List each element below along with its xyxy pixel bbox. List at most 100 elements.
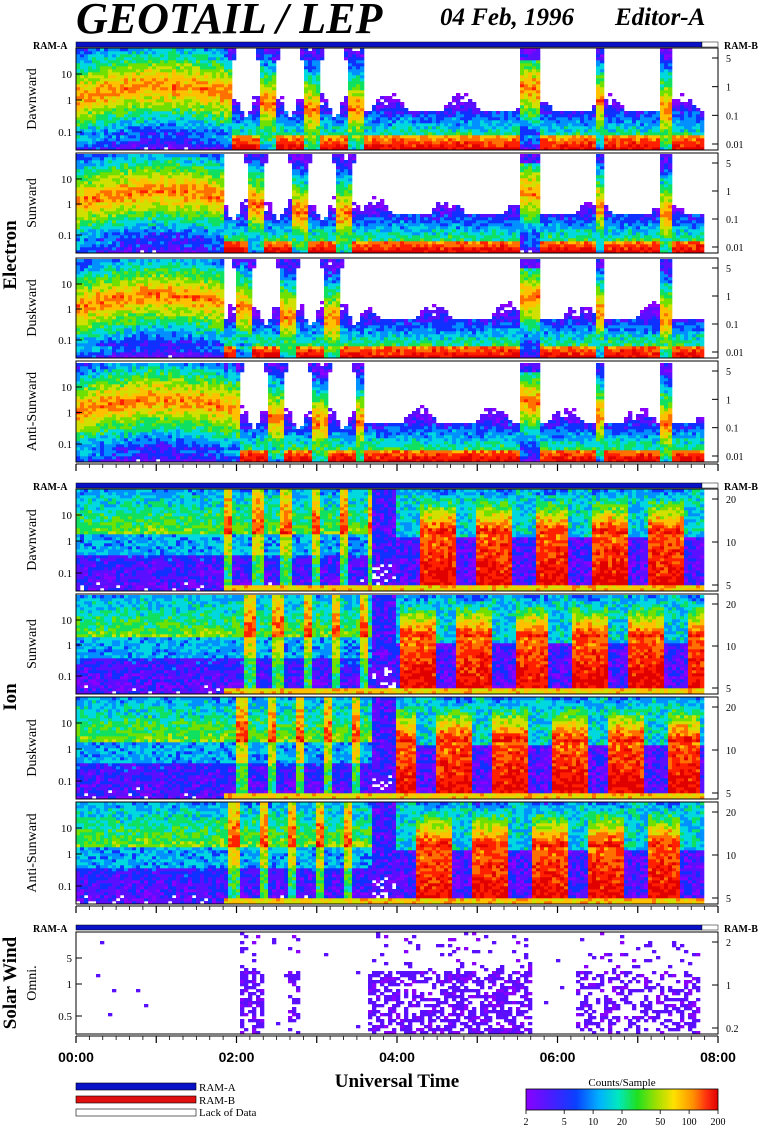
spectrogram-cell <box>216 138 220 141</box>
spectrogram-cell <box>80 66 84 69</box>
spectrogram-cell <box>424 129 428 132</box>
spectrogram-cell <box>644 123 648 126</box>
spectrogram-cell <box>156 84 160 87</box>
spectrogram-cell <box>172 217 176 220</box>
spectrogram-cell <box>304 93 308 96</box>
spectrogram-cell <box>612 129 616 132</box>
spectrogram-cell <box>472 120 476 123</box>
spectrogram-cell <box>148 169 152 172</box>
spectrogram-cell <box>360 111 364 114</box>
spectrogram-cell <box>452 96 456 99</box>
spectrogram-cell <box>564 120 568 123</box>
spectrogram-cell <box>168 93 172 96</box>
spectrogram-cell <box>84 75 88 78</box>
spectrogram-cell <box>124 247 128 250</box>
spectrogram-cell <box>100 66 104 69</box>
spectrogram-cell <box>160 96 164 99</box>
spectrogram-cell <box>200 57 204 60</box>
spectrogram-cell <box>172 157 176 160</box>
spectrogram-cell <box>544 114 548 117</box>
spectrogram-cell <box>76 205 80 208</box>
spectrogram-cell <box>148 96 152 99</box>
spectrogram-cell <box>280 105 284 108</box>
spectrogram-cell <box>172 138 176 141</box>
spectrogram-cell <box>172 75 176 78</box>
spectrogram-cell <box>128 51 132 54</box>
spectrogram-cell <box>140 57 144 60</box>
spectrogram-cell <box>516 108 520 111</box>
spectrogram-cell <box>356 117 360 120</box>
spectrogram-cell <box>124 160 128 163</box>
spectrogram-cell <box>196 93 200 96</box>
spectrogram-cell <box>136 69 140 72</box>
spectrogram-cell <box>536 144 540 147</box>
spectrogram-cell <box>156 87 160 90</box>
spectrogram-cell <box>468 123 472 126</box>
spectrogram-cell <box>168 144 172 147</box>
spectrogram-cell <box>200 87 204 90</box>
spectrogram-cell <box>128 223 132 226</box>
spectrogram-cell <box>172 111 176 114</box>
spectrogram-cell <box>556 126 560 129</box>
spectrogram-cell <box>112 178 116 181</box>
spectrogram-cell <box>352 90 356 93</box>
spectrogram-cell <box>116 208 120 211</box>
spectrogram-cell <box>128 211 132 214</box>
spectrogram-cell <box>184 181 188 184</box>
spectrogram-cell <box>412 123 416 126</box>
spectrogram-cell <box>460 105 464 108</box>
spectrogram-cell <box>372 138 376 141</box>
spectrogram-cell <box>520 105 524 108</box>
spectrogram-cell <box>200 51 204 54</box>
spectrogram-cell <box>428 141 432 144</box>
spectrogram-cell <box>636 126 640 129</box>
spectrogram-cell <box>216 69 220 72</box>
spectrogram-cell <box>620 105 624 108</box>
spectrogram-cell <box>112 196 116 199</box>
spectrogram-cell <box>680 117 684 120</box>
spectrogram-cell <box>596 99 600 102</box>
spectrogram-cell <box>164 175 168 178</box>
spectrogram-cell <box>596 87 600 90</box>
spectrogram-cell <box>200 108 204 111</box>
spectrogram-cell <box>160 117 164 120</box>
spectrogram-cell <box>660 141 664 144</box>
spectrogram-cell <box>188 135 192 138</box>
spectrogram-cell <box>128 57 132 60</box>
spectrogram-cell <box>100 123 104 126</box>
spectrogram-cell <box>540 108 544 111</box>
spectrogram-cell <box>108 178 112 181</box>
spectrogram-cell <box>600 132 604 135</box>
spectrogram-cell <box>84 184 88 187</box>
spectrogram-cell <box>168 163 172 166</box>
spectrogram-cell <box>84 172 88 175</box>
spectrogram-cell <box>364 144 368 147</box>
spectrogram-cell <box>256 51 260 54</box>
spectrogram-cell <box>140 181 144 184</box>
spectrogram-cell <box>148 247 152 250</box>
spectrogram-cell <box>584 126 588 129</box>
spectrogram-cell <box>604 120 608 123</box>
spectrogram-cell <box>660 120 664 123</box>
spectrogram-cell <box>372 141 376 144</box>
spectrogram-cell <box>348 69 352 72</box>
spectrogram-cell <box>384 132 388 135</box>
spectrogram-cell <box>176 223 180 226</box>
spectrogram-cell <box>248 135 252 138</box>
spectrogram-cell <box>652 111 656 114</box>
spectrogram-cell <box>224 75 228 78</box>
spectrogram-cell <box>80 78 84 81</box>
spectrogram-cell <box>512 144 516 147</box>
spectrogram-cell <box>452 117 456 120</box>
spectrogram-cell <box>592 129 596 132</box>
spectrogram-cell <box>400 132 404 135</box>
spectrogram-cell <box>212 75 216 78</box>
spectrogram-cell <box>496 123 500 126</box>
spectrogram-cell <box>228 114 232 117</box>
spectrogram-cell <box>80 75 84 78</box>
spectrogram-cell <box>160 141 164 144</box>
spectrogram-cell <box>120 214 124 217</box>
spectrogram-cell <box>456 129 460 132</box>
spectrogram-cell <box>148 87 152 90</box>
spectrogram-cell <box>668 126 672 129</box>
